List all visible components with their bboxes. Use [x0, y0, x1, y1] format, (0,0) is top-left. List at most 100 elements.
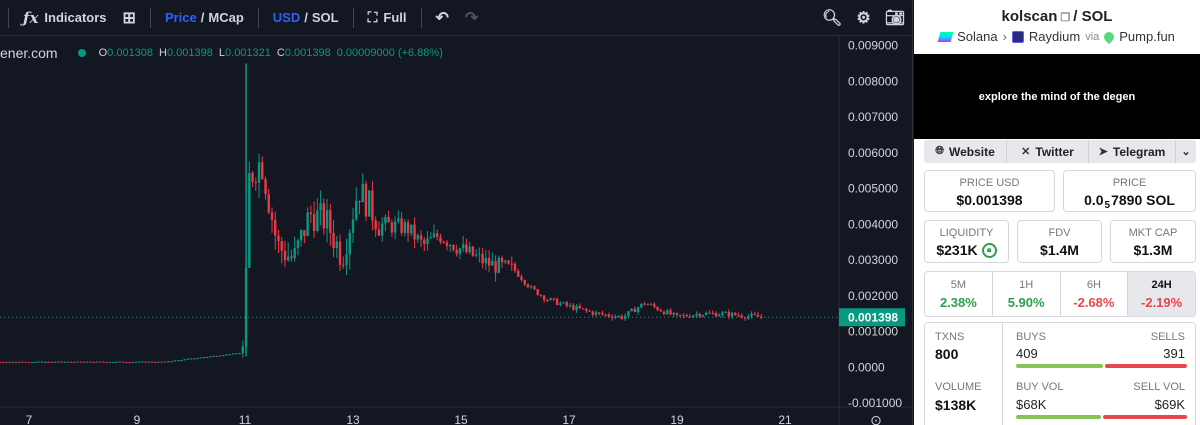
- buys-bar: [1016, 364, 1103, 368]
- camera-icon[interactable]: 📷︎: [884, 10, 905, 27]
- gear-icon[interactable]: ⚙: [856, 10, 871, 27]
- dex-name[interactable]: Raydium: [1028, 29, 1081, 44]
- candle-body: [154, 362, 157, 364]
- tf-24h[interactable]: 24H -2.19%: [1128, 272, 1195, 316]
- candle-body: [267, 194, 270, 213]
- candle-body: [760, 316, 763, 318]
- full-label: Full: [383, 10, 407, 25]
- candle-body: [432, 233, 436, 238]
- fullscreen-icon: ⛶: [367, 9, 378, 25]
- tf-1h[interactable]: 1H 5.90%: [993, 272, 1061, 316]
- candle-body: [666, 310, 669, 315]
- candle-body: [630, 308, 633, 312]
- price-chart[interactable]: 0.009000 0.008000 0.007000 0.006000 0.005000…: [0, 36, 913, 425]
- toggle-separator: /: [304, 10, 308, 25]
- layout-button[interactable]: ⊞: [115, 0, 144, 36]
- candle-body: [507, 260, 510, 264]
- chart-pane[interactable]: ƒx Indicators ⊞ Price / MCap USD / SOL ⛶…: [0, 0, 913, 425]
- telegram-button[interactable]: ➤ Telegram: [1089, 140, 1176, 163]
- liquidity-value: $231K: [936, 242, 978, 258]
- sells-bar: [1105, 364, 1187, 368]
- candle-body: [387, 216, 390, 223]
- date-tick-label: 17: [562, 413, 576, 425]
- candle-body: [562, 302, 565, 304]
- candle-body: [241, 346, 245, 354]
- candle-body: [491, 261, 494, 266]
- toolbar-divider: [352, 7, 354, 28]
- candle-body: [708, 312, 711, 314]
- candle-body: [478, 253, 481, 255]
- candle-body: [121, 361, 125, 363]
- candle-body: [552, 298, 556, 300]
- candle-body: [604, 314, 607, 316]
- tf-6h[interactable]: 6H -2.68%: [1061, 272, 1129, 316]
- candle-body: [325, 209, 329, 229]
- chain-name[interactable]: Solana: [957, 29, 998, 44]
- open-value: 0.001308: [107, 47, 154, 59]
- candle-body: [500, 257, 504, 263]
- candle-body: [306, 212, 309, 236]
- twitter-button[interactable]: ✕ Twitter: [1007, 140, 1089, 163]
- pair-info-panel: kolscan ❐ / SOL Solana › Raydium via Pump.…: [914, 0, 1200, 425]
- more-links-button[interactable]: ⌄: [1176, 140, 1196, 163]
- candle-body: [257, 162, 261, 183]
- candle-body: [371, 190, 374, 221]
- chevron-down-icon: ⌄: [1181, 146, 1191, 158]
- price-mcap-toggle[interactable]: Price / MCap: [157, 0, 252, 36]
- candle-body: [384, 216, 387, 224]
- indicators-button[interactable]: ƒx Indicators: [15, 0, 115, 36]
- candle-body: [209, 356, 212, 358]
- fullscreen-button[interactable]: ⛶ Full: [360, 0, 415, 36]
- status-dot-icon: [77, 49, 86, 57]
- pair-title: kolscan ❐ / SOL: [914, 8, 1200, 25]
- price-usd-card: PRICE USD $0.001398: [924, 170, 1055, 212]
- tf-label: 6H: [1086, 279, 1101, 291]
- usd-sol-toggle[interactable]: USD / SOL: [265, 0, 347, 36]
- candle-body: [351, 219, 355, 233]
- usd-option[interactable]: USD: [272, 10, 301, 25]
- token-banner: explore the mind of the degen: [914, 54, 1200, 139]
- candle-body: [400, 218, 403, 233]
- launchpad-name[interactable]: Pump.fun: [1119, 29, 1175, 44]
- candle-body: [510, 263, 513, 265]
- price-tick-label: 0.0000: [848, 360, 885, 374]
- candle-body: [147, 361, 151, 363]
- candle-body: [290, 256, 293, 259]
- date-tick-label: 19: [670, 413, 684, 425]
- candle-body: [86, 361, 89, 363]
- mcap-option[interactable]: MCap: [208, 10, 244, 25]
- candle-body: [607, 314, 611, 317]
- candle-body: [737, 315, 740, 317]
- price-option[interactable]: Price: [164, 10, 197, 25]
- candle-body: [740, 315, 743, 318]
- candle-body: [682, 315, 685, 317]
- candle-body: [721, 312, 724, 316]
- raydium-logo-icon: [1011, 30, 1024, 43]
- x-logo-icon: ✕: [1021, 146, 1031, 158]
- candle-body: [303, 230, 306, 236]
- sol-option[interactable]: SOL: [311, 10, 339, 25]
- candle-body: [669, 310, 672, 315]
- candle-body: [53, 361, 57, 363]
- undo-icon: ↶: [435, 9, 449, 27]
- zoom-search-icon[interactable]: 🔍︎: [822, 10, 843, 27]
- candle-body: [672, 312, 675, 315]
- candle-body: [342, 264, 345, 266]
- candle-body: [212, 355, 215, 357]
- undo-button[interactable]: ↶: [428, 0, 457, 36]
- date-tick-label: 21: [778, 413, 792, 425]
- candle-body: [5, 362, 8, 364]
- pair-separator: /: [1073, 8, 1078, 25]
- current-price-label: 0.001398: [848, 310, 898, 324]
- banner-text: explore the mind of the degen: [978, 90, 1136, 103]
- tf-5m[interactable]: 5M 2.38%: [925, 272, 993, 316]
- candle-body: [659, 310, 662, 312]
- mcap-card: MKT CAP $1.3M: [1110, 220, 1196, 263]
- candle-body: [445, 242, 449, 246]
- redo-button[interactable]: ↷: [457, 0, 486, 36]
- lock-icon[interactable]: 🔒︎: [981, 242, 997, 258]
- candle-body: [572, 305, 575, 310]
- website-button[interactable]: 🌐︎ Website: [924, 140, 1007, 163]
- copy-icon[interactable]: ❐: [1060, 12, 1071, 24]
- candle-body: [18, 361, 21, 363]
